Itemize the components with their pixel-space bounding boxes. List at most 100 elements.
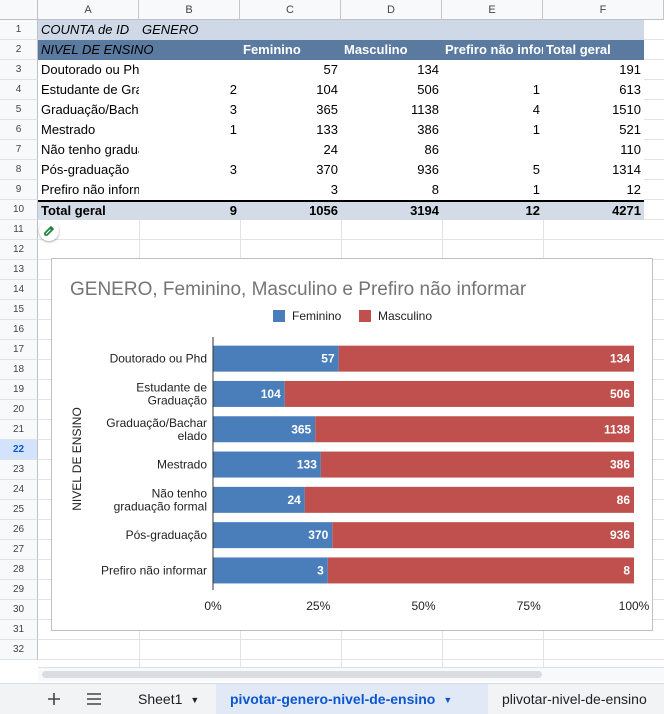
pivot-total-cell[interactable]: 12	[525, 203, 540, 218]
row-header[interactable]: 22	[0, 440, 38, 460]
column-header-c[interactable]: C	[240, 0, 341, 20]
pivot-cell[interactable]: 57	[240, 60, 341, 80]
pivot-cell[interactable]: 86	[341, 140, 442, 160]
pivot-cell[interactable]: 24	[240, 140, 341, 160]
pivot-cell[interactable]: 936	[341, 160, 442, 180]
pivot-cell[interactable]: 1	[442, 180, 543, 200]
pivot-cell[interactable]: 1510	[543, 100, 644, 120]
pivot-cell[interactable]: 1138	[341, 100, 442, 120]
tab-plivotar-nivel-de-ensino[interactable]: plivotar-nivel-de-ensino	[488, 684, 664, 714]
pivot-cell[interactable]	[139, 180, 240, 200]
column-header-f[interactable]: F	[543, 0, 664, 20]
column-header-e[interactable]: E	[442, 0, 543, 20]
pivot-total-cell[interactable]: 4271	[612, 203, 641, 218]
pivot-cell[interactable]: 365	[240, 100, 341, 120]
pivot-cell[interactable]: 4	[442, 100, 543, 120]
pivot-cell[interactable]: 104	[240, 80, 341, 100]
row-header[interactable]: 30	[0, 600, 38, 620]
pivot-values-label[interactable]: COUNTA de ID	[41, 22, 130, 37]
chevron-down-icon[interactable]: ▼	[190, 694, 200, 705]
row-header[interactable]: 23	[0, 460, 38, 480]
row-header[interactable]: 10	[0, 200, 38, 220]
stacked-bar-chart[interactable]: GENERO, Feminino, Masculino e Prefiro nã…	[51, 258, 653, 631]
pivot-col-header[interactable]: Prefiro não informar	[445, 42, 543, 57]
pivot-cell[interactable]: 1	[442, 80, 543, 100]
pivot-cell[interactable]	[139, 60, 240, 80]
pivot-total-cell[interactable]: 9	[229, 203, 237, 218]
row-header[interactable]: 18	[0, 360, 38, 380]
pivot-cell[interactable]: 370	[240, 160, 341, 180]
select-all-corner[interactable]	[0, 0, 38, 20]
scrollbar-thumb[interactable]	[42, 671, 542, 678]
pivot-row-label[interactable]: Mestrado	[38, 120, 139, 140]
pivot-cell[interactable]	[442, 60, 543, 80]
pivot-cell[interactable]: 12	[543, 180, 644, 200]
row-header[interactable]: 24	[0, 480, 38, 500]
tab-sheet1[interactable]: Sheet1 ▼	[124, 684, 216, 714]
row-header[interactable]: 12	[0, 240, 38, 260]
pivot-cell[interactable]: 110	[543, 140, 644, 160]
row-header[interactable]: 16	[0, 320, 38, 340]
horizontal-scrollbar[interactable]	[38, 667, 664, 681]
pivot-cell[interactable]: 1314	[543, 160, 644, 180]
row-header[interactable]: 20	[0, 400, 38, 420]
row-header[interactable]: 29	[0, 580, 38, 600]
pivot-total-label[interactable]: Total geral	[41, 203, 106, 218]
row-header[interactable]: 9	[0, 180, 38, 200]
pivot-row-field-label[interactable]: NIVEL DE ENSINO	[41, 42, 154, 57]
row-header[interactable]: 19	[0, 380, 38, 400]
row-header[interactable]: 5	[0, 100, 38, 120]
row-header[interactable]: 8	[0, 160, 38, 180]
chevron-down-icon[interactable]: ▼	[443, 694, 453, 705]
all-sheets-button[interactable]	[80, 684, 108, 714]
row-header[interactable]: 26	[0, 520, 38, 540]
pivot-col-header[interactable]: Feminino	[243, 42, 301, 57]
pivot-cell[interactable]: 5	[442, 160, 543, 180]
pivot-cell[interactable]: 613	[543, 80, 644, 100]
pivot-cell[interactable]: 506	[341, 80, 442, 100]
pivot-total-cell[interactable]: 3194	[410, 203, 439, 218]
pivot-cell[interactable]: 521	[543, 120, 644, 140]
pivot-cell[interactable]: 386	[341, 120, 442, 140]
pivot-col-header[interactable]: Masculino	[344, 42, 408, 57]
pivot-cell[interactable]: 2	[139, 80, 240, 100]
row-header[interactable]: 28	[0, 560, 38, 580]
pivot-cell[interactable]: 133	[240, 120, 341, 140]
row-header[interactable]: 2	[0, 40, 38, 60]
row-header[interactable]: 14	[0, 280, 38, 300]
row-header[interactable]: 17	[0, 340, 38, 360]
row-header[interactable]: 3	[0, 60, 38, 80]
pivot-cell[interactable]: 3	[240, 180, 341, 200]
row-header[interactable]: 31	[0, 620, 38, 640]
tab-pivotar-genero-nivel-de-ensino[interactable]: pivotar-genero-nivel-de-ensino ▼	[216, 684, 488, 714]
row-header[interactable]: 4	[0, 80, 38, 100]
pivot-cell[interactable]: 3	[139, 100, 240, 120]
pivot-cell[interactable]: 134	[341, 60, 442, 80]
pivot-cell[interactable]	[139, 140, 240, 160]
pivot-row-label[interactable]: Estudante de Graduação	[38, 80, 139, 100]
row-header[interactable]: 21	[0, 420, 38, 440]
pivot-cell[interactable]	[442, 140, 543, 160]
pivot-cell[interactable]: 3	[139, 160, 240, 180]
row-header[interactable]: 11	[0, 220, 38, 240]
pivot-total-cell[interactable]: 1056	[309, 203, 338, 218]
row-header[interactable]: 32	[0, 640, 38, 660]
row-header[interactable]: 7	[0, 140, 38, 160]
row-header[interactable]: 25	[0, 500, 38, 520]
column-header-b[interactable]: B	[139, 0, 240, 20]
add-sheet-button[interactable]	[40, 684, 68, 714]
pivot-cell[interactable]: 8	[341, 180, 442, 200]
row-header[interactable]: 1	[0, 20, 38, 40]
row-header[interactable]: 15	[0, 300, 38, 320]
pivot-edit-button[interactable]	[39, 221, 59, 241]
column-header-d[interactable]: D	[341, 0, 442, 20]
pivot-cell[interactable]: 1	[442, 120, 543, 140]
pivot-row-label[interactable]: Pós-graduação	[38, 160, 139, 180]
row-header[interactable]: 27	[0, 540, 38, 560]
pivot-col-header[interactable]: Total geral	[546, 42, 611, 57]
pivot-cell[interactable]: 1	[139, 120, 240, 140]
pivot-cell[interactable]: 191	[543, 60, 644, 80]
column-header-a[interactable]: A	[38, 0, 139, 20]
row-header[interactable]: 13	[0, 260, 38, 280]
